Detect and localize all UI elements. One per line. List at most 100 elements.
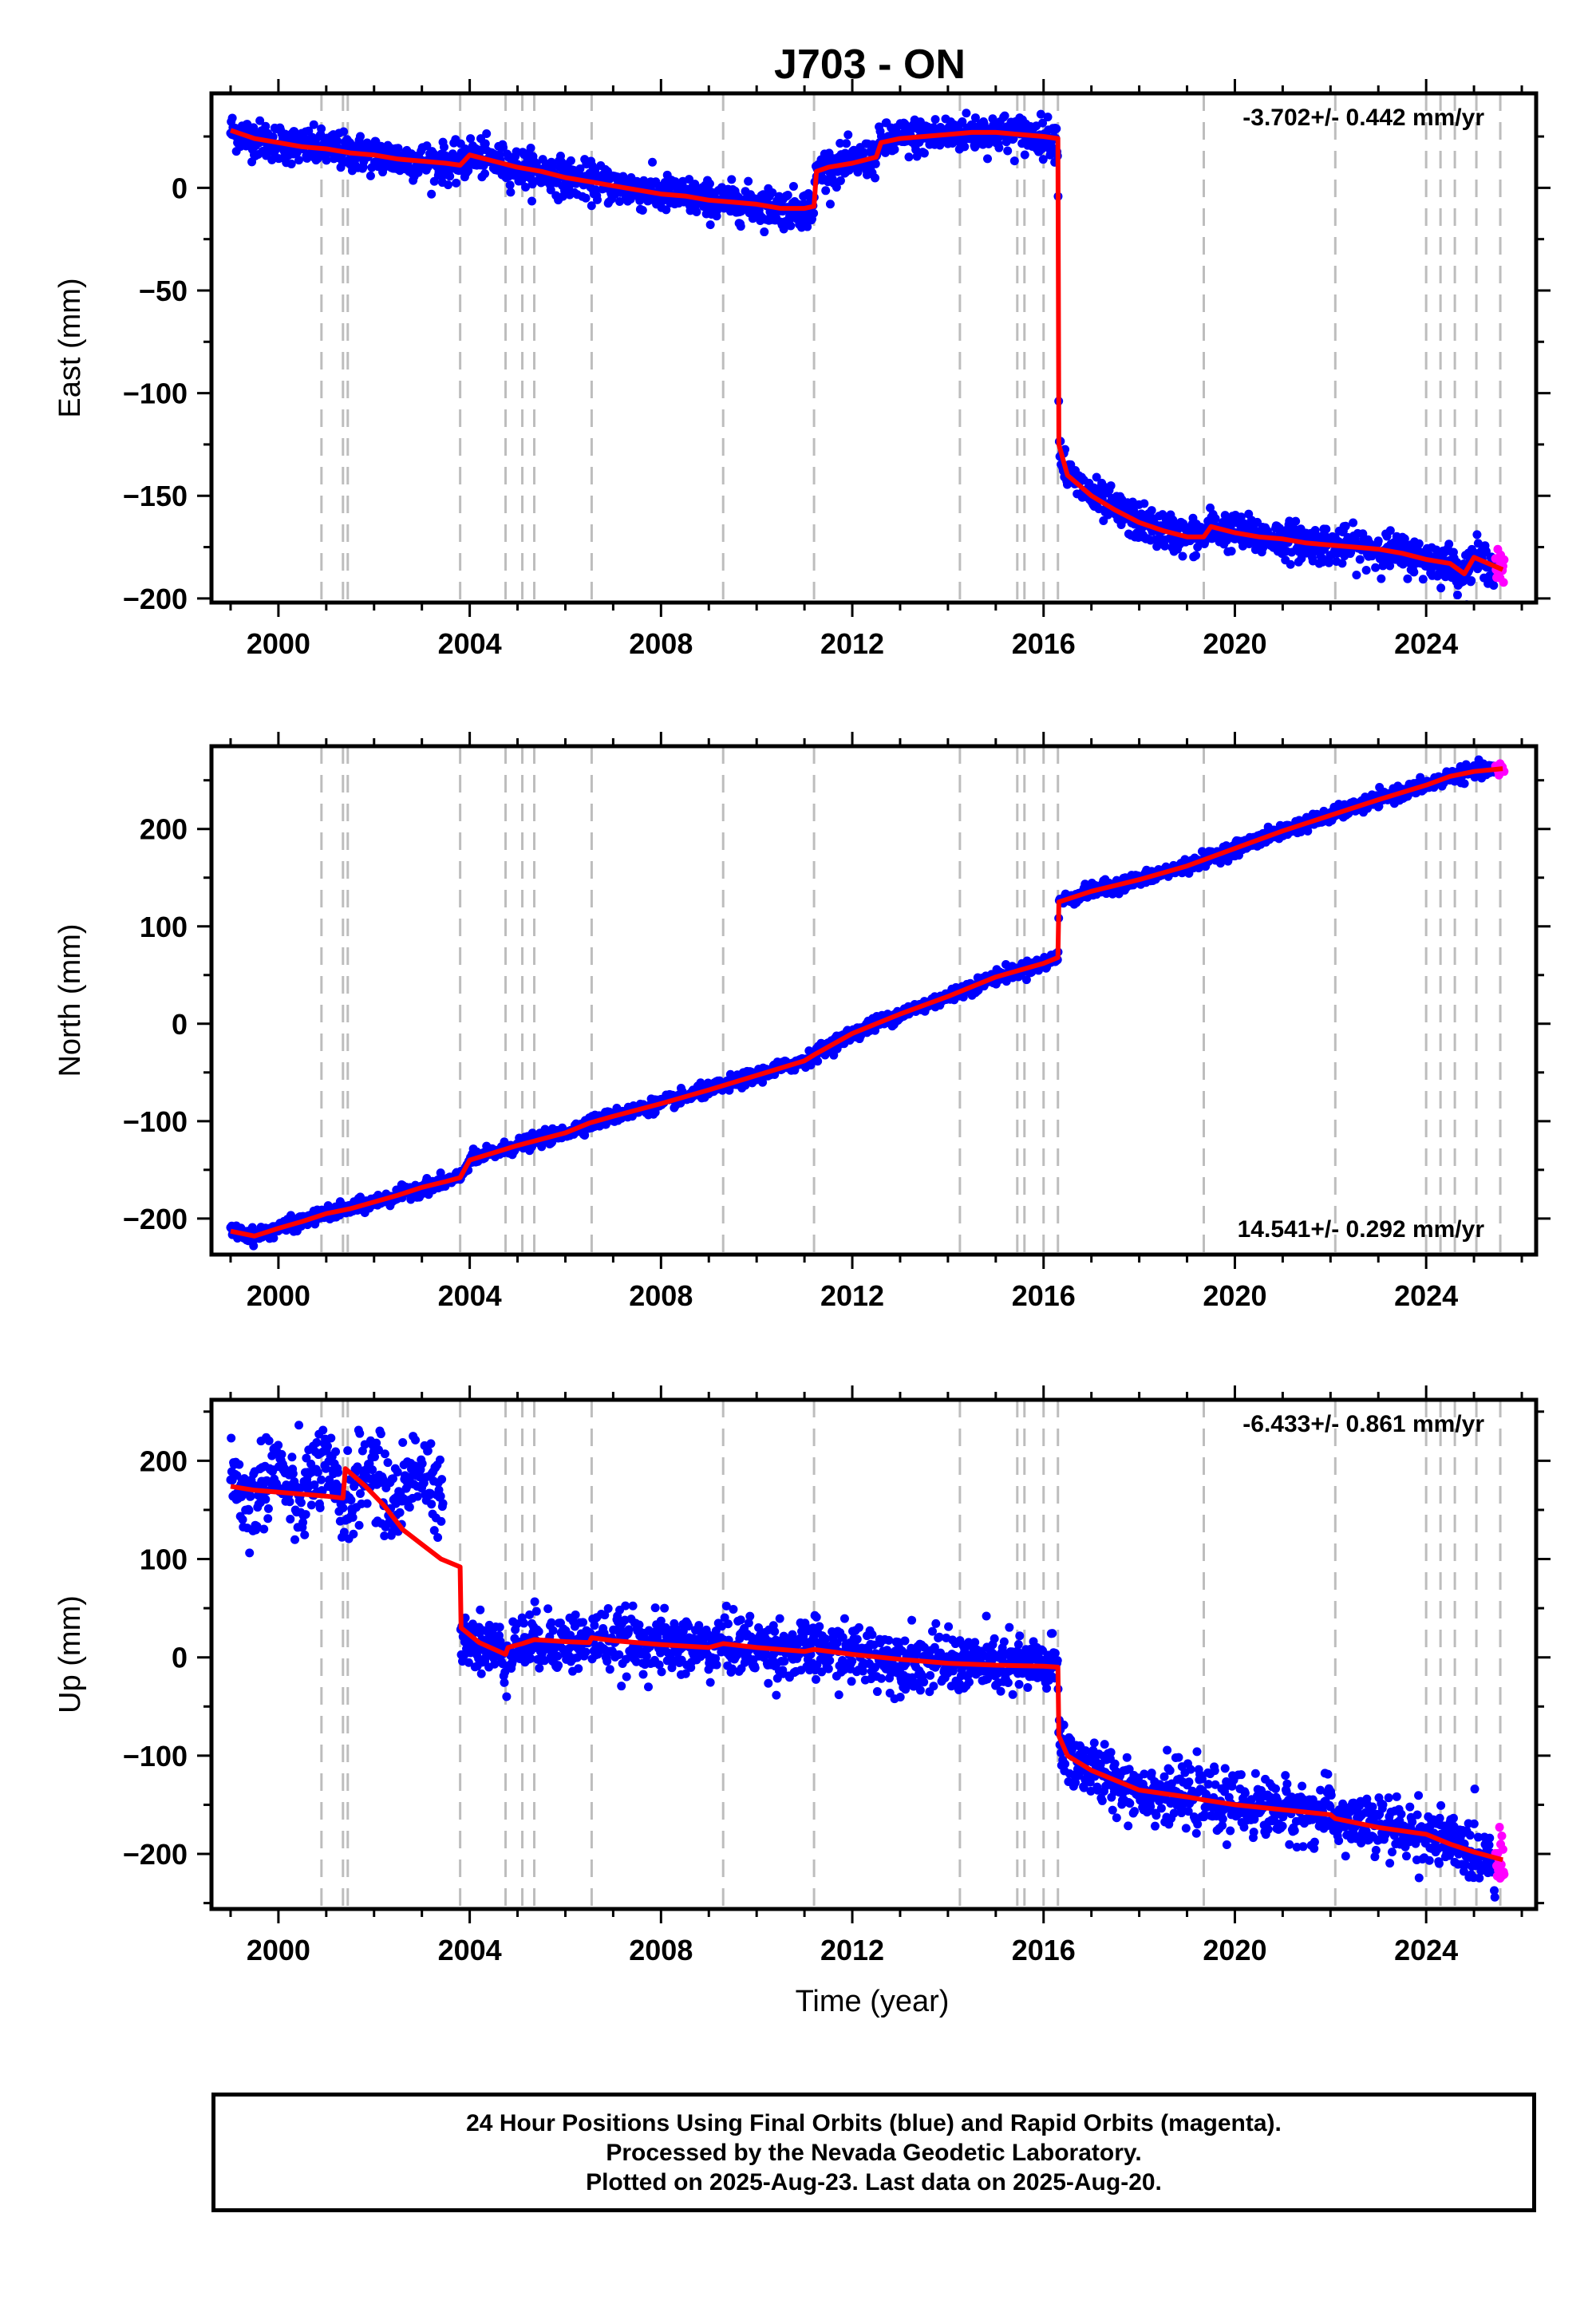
final-orbit-point bbox=[962, 109, 971, 118]
final-orbit-point bbox=[317, 124, 326, 133]
final-orbit-point bbox=[632, 176, 642, 186]
final-orbit-point bbox=[1191, 551, 1201, 560]
final-orbit-point bbox=[464, 166, 473, 176]
final-orbit-point bbox=[871, 159, 880, 168]
final-orbit-point bbox=[1409, 567, 1419, 577]
final-orbit-point bbox=[261, 1495, 271, 1504]
final-orbit-point bbox=[306, 1500, 316, 1510]
final-orbit-point bbox=[466, 134, 476, 144]
final-orbit-point bbox=[648, 157, 658, 167]
final-orbit-point bbox=[1092, 472, 1101, 482]
final-orbit-point bbox=[984, 139, 994, 148]
final-orbit-point bbox=[994, 143, 1004, 152]
final-orbit-point bbox=[318, 1425, 328, 1435]
x-tick-label: 2000 bbox=[247, 1279, 310, 1312]
final-orbit-point bbox=[249, 123, 259, 132]
final-orbit-point bbox=[261, 121, 271, 131]
plot-frame bbox=[209, 744, 1539, 1257]
final-orbit-point bbox=[1099, 516, 1108, 526]
final-orbit-point bbox=[372, 1438, 381, 1448]
final-orbit-point bbox=[482, 128, 492, 138]
final-orbit-point bbox=[1020, 150, 1029, 160]
final-orbit-point bbox=[380, 1531, 389, 1541]
final-orbit-point bbox=[321, 1464, 330, 1473]
y-tick-label: 0 bbox=[172, 172, 188, 204]
final-orbit-point bbox=[546, 185, 555, 195]
final-orbit-point bbox=[263, 1514, 273, 1524]
final-orbit-point bbox=[1352, 570, 1361, 579]
final-orbit-point bbox=[566, 156, 575, 165]
final-orbit-point bbox=[362, 1499, 372, 1508]
final-orbit-point bbox=[1236, 512, 1246, 522]
final-orbit-point bbox=[445, 172, 455, 181]
rapid-orbit-point bbox=[1499, 578, 1508, 587]
final-orbit-point bbox=[348, 1512, 358, 1522]
final-orbit-point bbox=[269, 1233, 279, 1243]
final-orbit-point bbox=[285, 1497, 294, 1507]
final-orbit-point bbox=[1003, 146, 1013, 156]
y-axis-label: North (mm) bbox=[53, 923, 87, 1077]
final-orbit-point bbox=[312, 1438, 322, 1448]
final-orbit-point bbox=[592, 195, 602, 204]
final-orbit-point bbox=[346, 1496, 356, 1505]
final-orbit-point bbox=[890, 144, 899, 154]
final-orbit-point bbox=[1038, 155, 1048, 164]
final-orbit-point bbox=[1371, 563, 1381, 572]
figure-title: J703 - ON bbox=[774, 41, 966, 88]
x-tick-label: 2004 bbox=[438, 1279, 502, 1312]
final-orbit-point bbox=[1444, 539, 1454, 549]
final-orbit-point bbox=[313, 1468, 322, 1477]
final-orbit-point bbox=[317, 1475, 326, 1484]
final-orbit-point bbox=[238, 1515, 247, 1524]
final-orbit-point bbox=[393, 1467, 402, 1476]
x-tick-label: 2012 bbox=[820, 627, 884, 660]
final-orbit-point bbox=[1178, 551, 1187, 561]
final-orbit-point bbox=[836, 139, 845, 148]
final-orbit-point bbox=[326, 1433, 336, 1443]
final-orbit-point bbox=[1160, 541, 1170, 551]
final-orbit-point bbox=[983, 154, 993, 164]
final-orbit-point bbox=[1349, 518, 1358, 528]
final-orbit-point bbox=[1432, 545, 1441, 555]
final-orbit-point bbox=[309, 120, 318, 129]
final-orbit-point bbox=[380, 1449, 389, 1459]
final-orbit-point bbox=[263, 1504, 273, 1513]
final-orbit-point bbox=[813, 1057, 823, 1066]
final-orbit-point bbox=[1416, 773, 1425, 782]
final-orbit-point bbox=[331, 1447, 341, 1456]
final-orbit-point bbox=[1355, 555, 1365, 564]
y-tick-label: −150 bbox=[123, 480, 188, 512]
final-orbit-point bbox=[1227, 547, 1236, 556]
final-orbit-point bbox=[1000, 111, 1009, 121]
final-orbit-point bbox=[783, 190, 792, 200]
x-tick-label: 2020 bbox=[1203, 1279, 1266, 1312]
final-orbit-point bbox=[904, 152, 914, 162]
final-orbit-point bbox=[1321, 524, 1331, 534]
model-fit-line bbox=[230, 128, 1504, 576]
y-tick-label: 200 bbox=[140, 813, 188, 846]
final-orbit-point bbox=[277, 1449, 286, 1459]
final-orbit-point bbox=[315, 1503, 325, 1512]
final-orbit-point bbox=[427, 189, 437, 199]
final-orbit-point bbox=[294, 156, 304, 165]
final-orbit-point bbox=[1140, 499, 1149, 508]
y-axis-label: East (mm) bbox=[53, 278, 87, 417]
final-orbit-point bbox=[290, 1535, 300, 1544]
final-orbit-point bbox=[1472, 530, 1482, 539]
final-orbit-point bbox=[252, 1521, 262, 1531]
final-orbit-point bbox=[1324, 558, 1333, 567]
final-orbit-point bbox=[286, 159, 296, 168]
final-orbit-point bbox=[587, 201, 596, 211]
y-tick-label: −100 bbox=[123, 377, 188, 410]
final-orbit-point bbox=[527, 196, 537, 206]
final-orbit-point bbox=[227, 113, 237, 123]
final-orbit-point bbox=[422, 141, 432, 151]
y-tick-label: −200 bbox=[123, 583, 188, 615]
final-orbit-point bbox=[355, 1429, 365, 1438]
final-orbit-point bbox=[322, 156, 331, 165]
final-orbit-point bbox=[779, 224, 788, 234]
final-orbit-point bbox=[1222, 536, 1231, 545]
final-orbit-point bbox=[547, 161, 557, 171]
final-orbit-point bbox=[338, 1504, 348, 1513]
